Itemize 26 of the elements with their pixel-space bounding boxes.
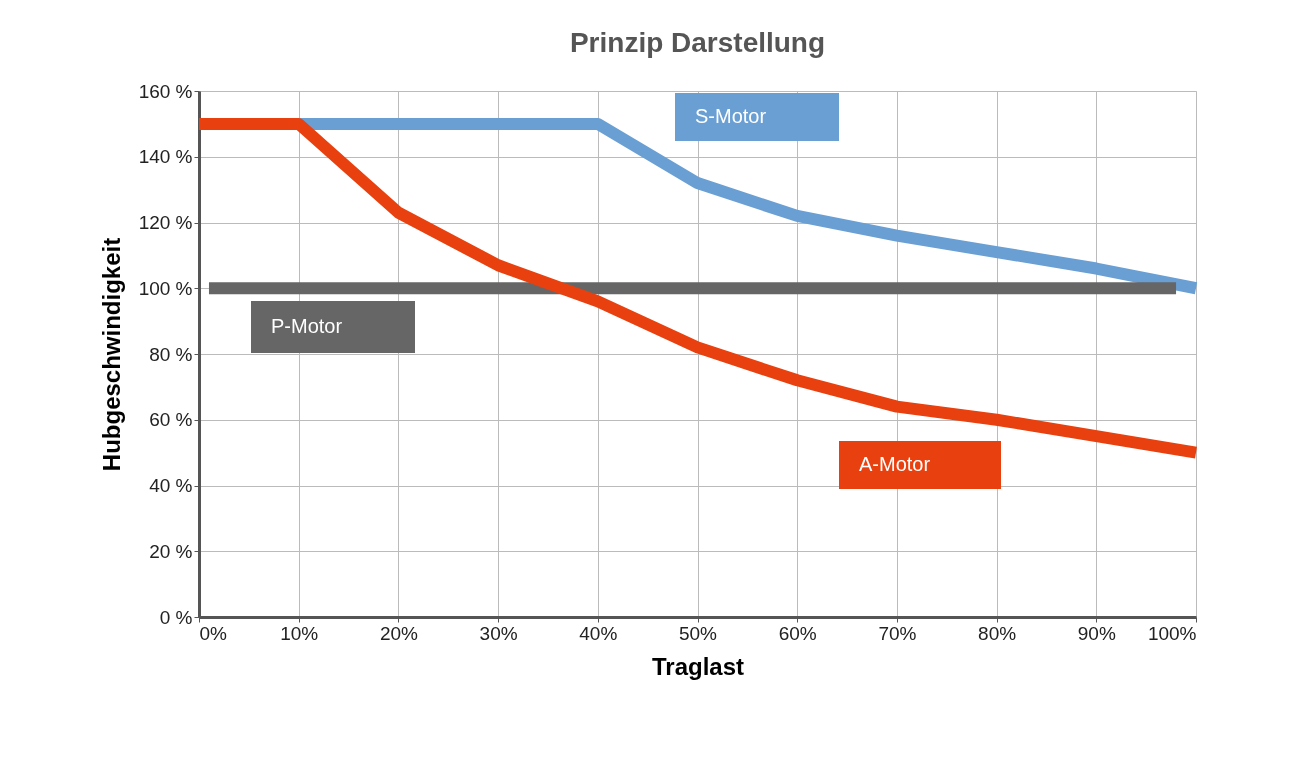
- text: A-Motor: [859, 453, 931, 475]
- y-tick-label: 60 %: [149, 409, 193, 431]
- x-tick-label: 50%: [678, 622, 718, 644]
- y-tick-label: 40 %: [149, 475, 193, 496]
- x-tick-label: 70%: [878, 622, 917, 644]
- y-tick-label: 140 %: [138, 146, 193, 168]
- text: S-Motor: [695, 105, 767, 127]
- x-tick-label: 20%: [379, 622, 419, 644]
- x-tick-label: 100%: [1147, 622, 1197, 644]
- chart-title: Prinzip Darstellung: [569, 27, 826, 58]
- y-tick-label: 160 %: [138, 80, 193, 102]
- x-tick-label: 60%: [778, 622, 817, 644]
- series-label: P-Motor: [271, 315, 343, 337]
- x-tick-label: 30%: [479, 622, 518, 644]
- x-tick-label: 40%: [579, 622, 618, 644]
- y-tick-label: 120 %: [138, 212, 193, 233]
- x-tick-label: 10%: [280, 622, 319, 644]
- y-tick-label: 0 %: [159, 606, 193, 628]
- y-axis-title: Hubgeschwindigkeit: [97, 237, 125, 472]
- y-tick-label: 100 %: [138, 277, 193, 299]
- x-tick-label: 90%: [1077, 622, 1116, 644]
- y-tick-label: 80 %: [149, 343, 193, 365]
- x-tick-label: 80%: [978, 622, 1017, 644]
- x-tick-label: 0%: [199, 622, 228, 644]
- y-tick-label: 20 %: [149, 540, 193, 562]
- x-axis-title: Traglast: [651, 652, 745, 680]
